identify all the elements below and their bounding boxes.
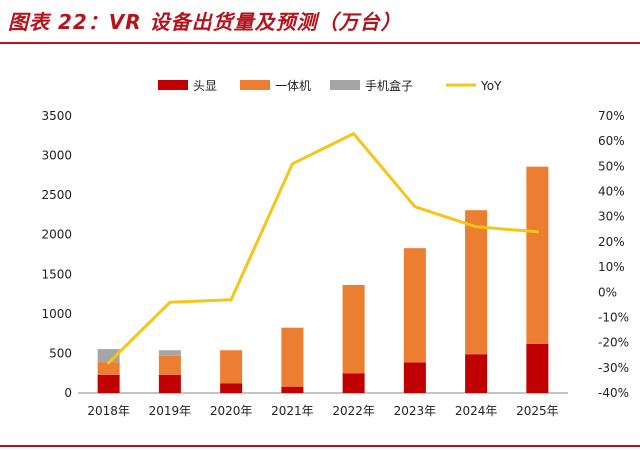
y-right-tick-label: -10% (598, 310, 629, 324)
footer-divider (0, 445, 640, 447)
bar-segment (220, 383, 243, 393)
bar-segment (158, 374, 181, 393)
legend-label: 手机盒子 (365, 78, 413, 93)
y-right-tick-label: 20% (598, 235, 625, 249)
bar-segment (342, 284, 365, 374)
yoy-point (229, 298, 233, 302)
x-tick-label: 2021年 (271, 404, 314, 418)
legend-swatch (158, 80, 188, 90)
bar-segment (526, 343, 549, 393)
yoy-point (107, 361, 111, 365)
y-left-tick-label: 3000 (41, 149, 72, 163)
y-left-tick-label: 0 (64, 386, 72, 400)
x-tick-label: 2025年 (516, 404, 559, 418)
legend-swatch (240, 80, 270, 90)
bar-segment (403, 362, 426, 393)
title-divider (0, 42, 640, 44)
bar-segment (281, 327, 304, 387)
x-tick-label: 2023年 (394, 404, 437, 418)
y-right-tick-label: 30% (598, 210, 625, 224)
x-tick-label: 2020年 (210, 404, 253, 418)
y-left-tick-label: 500 (49, 346, 72, 360)
bar-segment (526, 166, 549, 344)
yoy-point (535, 230, 539, 234)
bar-segment (97, 374, 120, 393)
yoy-point (168, 300, 172, 304)
bar-segment (403, 248, 426, 363)
yoy-line (107, 132, 539, 365)
bar-segment (342, 373, 365, 393)
y-left-tick-label: 1000 (41, 307, 72, 321)
y-right-tick-label: 10% (598, 260, 625, 274)
x-tick-label: 2024年 (455, 404, 498, 418)
chart-title: 图表 22：VR 设备出货量及预测（万台） (8, 10, 402, 34)
yoy-point (352, 132, 356, 136)
bar-segment (158, 355, 181, 375)
yoy-point (474, 225, 478, 229)
y-right-tick-label: 40% (598, 185, 625, 199)
y-left-tick-label: 2500 (41, 188, 72, 202)
legend-swatch (330, 80, 360, 90)
yoy-point (290, 162, 294, 166)
y-right-tick-label: -30% (598, 361, 629, 375)
y-right-tick-label: 60% (598, 134, 625, 148)
y-right-tick-label: 70% (598, 109, 625, 123)
y-right-tick-label: -20% (598, 336, 629, 350)
y-right-tick-label: 50% (598, 159, 625, 173)
bar-segment (220, 350, 243, 384)
legend-label: 一体机 (275, 79, 311, 93)
legend-label: 头显 (193, 79, 217, 93)
y-left-tick-label: 3500 (41, 109, 72, 123)
y-left-tick-label: 2000 (41, 228, 72, 242)
y-left-tick-label: 1500 (41, 267, 72, 281)
y-right-tick-label: -40% (598, 386, 629, 400)
bar-segment (158, 350, 181, 356)
yoy-point (413, 205, 417, 209)
x-tick-label: 2022年 (332, 404, 375, 418)
legend-label: YoY (480, 79, 502, 93)
bar-segment (281, 386, 304, 393)
y-right-tick-label: 0% (598, 285, 617, 299)
bar-segment (97, 362, 120, 375)
bar-segment (465, 210, 488, 355)
x-tick-label: 2018年 (87, 404, 130, 418)
x-tick-label: 2019年 (149, 404, 192, 418)
bar-segment (465, 354, 488, 393)
